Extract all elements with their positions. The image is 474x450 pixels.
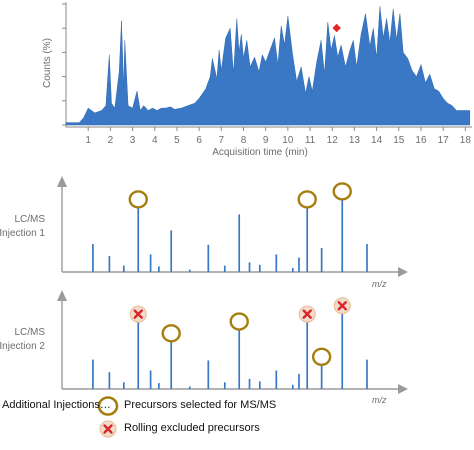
chromatogram-x-tick-label: 7 <box>219 135 225 146</box>
chromatogram-x-tick-label: 8 <box>241 135 247 146</box>
spectrum-1-label-line1: LC/MS <box>14 214 45 225</box>
spectrum-2-label-line2: Injection 2 <box>0 341 45 352</box>
spectrum-2-y-arrow <box>57 290 67 301</box>
spectrum-1-selected-precursor-circle <box>128 190 148 209</box>
legend-excluded-icon <box>99 420 117 438</box>
spectrum-2-x-arrow <box>398 384 408 394</box>
chromatogram-trace <box>65 6 471 126</box>
spectrum-2-excluded-precursor-icon <box>333 297 351 315</box>
chromatogram-x-tick-label: 5 <box>174 135 180 146</box>
chromatogram-x-tick-label: 17 <box>438 135 450 146</box>
spectrum-1-y-arrow <box>57 176 67 187</box>
chromatogram-x-tick-label: 11 <box>305 135 316 146</box>
spectrum-1-label-line2: Injection 1 <box>0 228 45 239</box>
chromatogram-x-tick-label: 16 <box>415 135 427 146</box>
spectrum-2-excluded-precursor-icon <box>298 305 316 323</box>
spectrum-panel-2: LC/MS Injection 2 m/z <box>0 290 408 405</box>
spectrum-1-selected-precursor-circle <box>332 182 352 201</box>
spectrum-2-selected-precursor-circle <box>161 324 181 343</box>
chromatogram-x-tick-label: 14 <box>371 135 383 146</box>
spectrum-1-x-arrow <box>398 267 408 277</box>
chromatogram-x-tick-label: 13 <box>349 135 361 146</box>
chromatogram-x-tick-label: 12 <box>327 135 339 146</box>
chromatogram-x-tick-label: 2 <box>108 135 114 146</box>
chromatogram-x-label: Acquisition time (min) <box>212 147 308 158</box>
spectrum-1-selected-precursor-circle <box>297 190 317 209</box>
chromatogram-x-tick-label: 10 <box>282 135 294 146</box>
legend-additional-injections: Additional Injections… <box>2 399 111 411</box>
chromatogram-x-tick-label: 18 <box>460 135 472 146</box>
legend-excluded-label: Rolling excluded precursors <box>124 422 260 434</box>
chromatogram-marker <box>332 23 341 33</box>
chromatogram-x-tick-label: 15 <box>393 135 405 146</box>
spectrum-2-excluded-precursor-icon <box>129 305 147 323</box>
chromatogram-x-tick-label: 3 <box>130 135 136 146</box>
chromatogram-x-ticks: 1 2 3 4 5 6 7 8 9 10 11 12 13 14 15 16 17 18 <box>85 127 471 146</box>
chromatogram-x-tick-label: 9 <box>263 135 269 146</box>
legend-selected-circle-icon <box>97 396 119 416</box>
chromatogram-x-tick-label: 1 <box>85 135 91 146</box>
spectrum-2-label-line1: LC/MS <box>14 327 45 338</box>
spectrum-2-x-label: m/z <box>372 395 387 405</box>
spectrum-2-selected-precursor-circle <box>229 312 249 331</box>
chromatogram-y-label: Counts (%) <box>42 38 53 88</box>
chromatogram-x-tick-label: 6 <box>196 135 202 146</box>
chromatogram-x-tick-label: 4 <box>152 135 158 146</box>
spectrum-2-selected-precursor-circle <box>311 347 332 366</box>
spectrum-1-peaks <box>92 182 368 272</box>
spectrum-2-peaks <box>92 297 368 389</box>
chromatogram-panel: 1 2 3 4 5 6 7 8 9 10 11 12 13 14 15 16 17 18 Counts (%) A… <box>42 2 472 158</box>
legend-selected-label: Precursors selected for MS/MS <box>124 399 277 411</box>
spectrum-1-x-label: m/z <box>372 279 387 289</box>
spectrum-panel-1: LC/MS Injection 1 m/z <box>0 176 408 289</box>
chromatogram-y-ticks <box>62 3 66 126</box>
